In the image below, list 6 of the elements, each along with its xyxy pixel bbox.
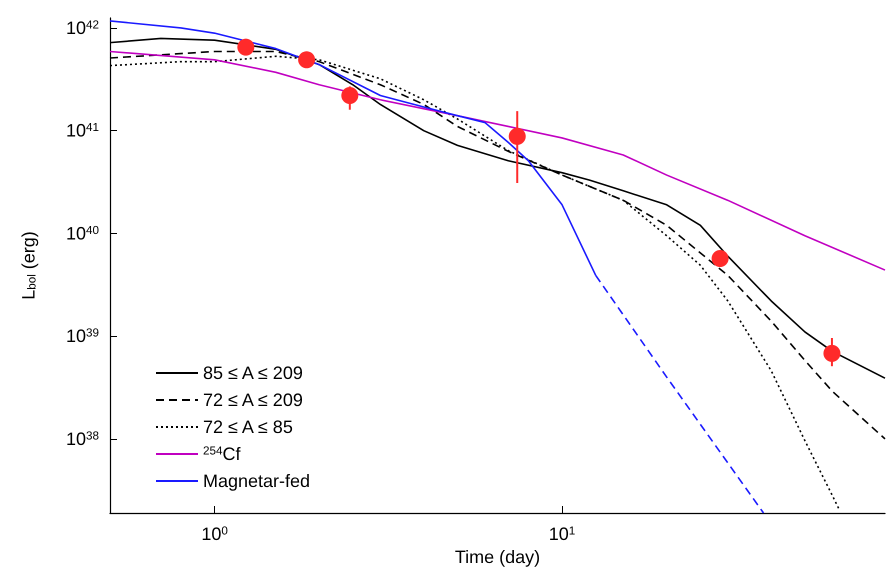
legend-label: 72 ≤ A ≤ 85 bbox=[203, 417, 293, 437]
y-axis-title: Lbol (erg) bbox=[18, 231, 38, 300]
legend-label: Magnetar-fed bbox=[203, 471, 310, 491]
x-axis-title: Time (day) bbox=[454, 546, 540, 567]
legend-label: 85 ≤ A ≤ 209 bbox=[203, 363, 303, 383]
legend-label: 72 ≤ A ≤ 209 bbox=[203, 390, 303, 410]
